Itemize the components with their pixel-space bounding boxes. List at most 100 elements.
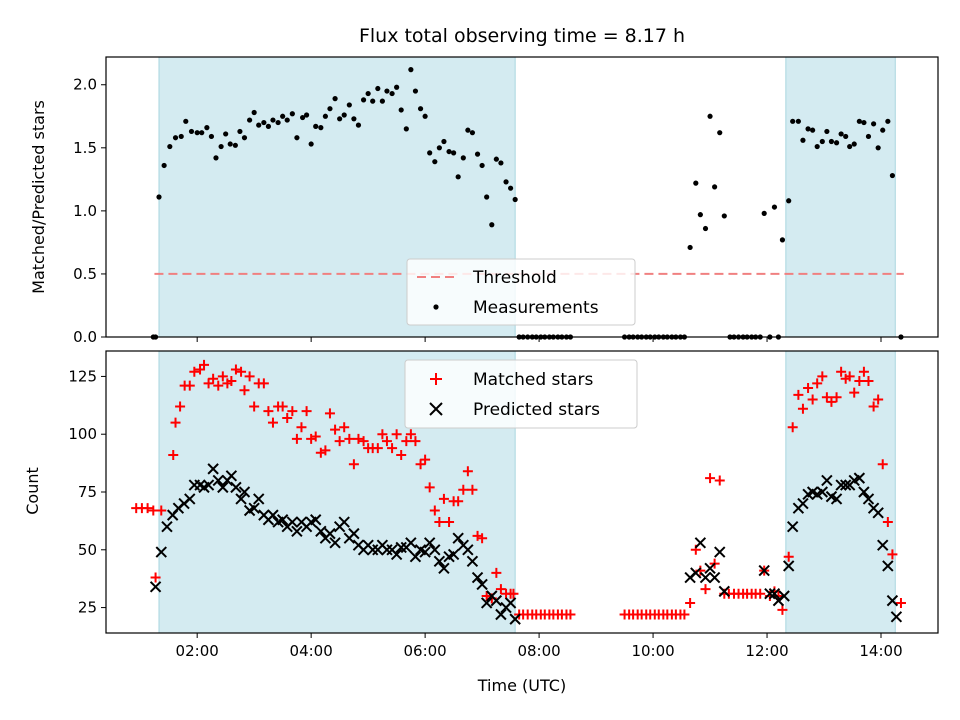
measurement-point: [779, 237, 786, 243]
measurement-point: [294, 135, 300, 141]
measurement-point: [303, 112, 310, 118]
measurement-point: [503, 179, 509, 185]
measurement-point: [308, 141, 314, 147]
measurement-point: [712, 184, 718, 190]
predicted-star-point: [217, 481, 229, 494]
matched-star-point: [565, 609, 576, 620]
matched-star-point: [854, 376, 865, 387]
measurement-point: [446, 148, 452, 155]
predicted-star-point: [324, 527, 336, 540]
measurement-point: [861, 119, 867, 126]
measurement-point: [432, 159, 438, 165]
predicted-star-point: [504, 597, 517, 609]
matched-star-point: [495, 584, 506, 595]
matched-star-point: [783, 551, 794, 562]
measurement-point: [232, 142, 238, 148]
measurement-point: [856, 118, 862, 124]
matched-star-point: [353, 433, 364, 444]
x-tick-label: 06:00: [404, 642, 447, 660]
matched-star-point: [324, 408, 335, 419]
matched-star-point: [877, 459, 888, 470]
measurement-point: [847, 143, 853, 150]
predicted-star-point: [329, 537, 341, 549]
predicted-star-point: [433, 555, 446, 568]
matched-star-point: [705, 473, 716, 484]
matched-star-point: [358, 436, 369, 447]
measurement-point: [875, 145, 881, 151]
measurement-point: [702, 225, 709, 232]
predicted-star-point: [816, 486, 829, 498]
count-panel: 25 50 75 100 125 02:00 04:00 06:00 08:00 10:00 12:…: [23, 350, 939, 660]
x-tick-label: 14:00: [859, 642, 902, 660]
measurement-point: [247, 117, 253, 123]
measurement-point: [172, 135, 179, 141]
matched-star-point: [296, 422, 307, 433]
measurement-point: [241, 135, 248, 141]
matched-star-point: [387, 443, 398, 454]
matched-star-point: [258, 378, 269, 389]
matched-star-point: [339, 422, 350, 433]
y-tick-label: 75: [78, 483, 97, 501]
measurement-point: [436, 145, 442, 151]
measurement-point: [805, 126, 811, 132]
measurement-point: [379, 98, 385, 104]
predicted-star-point: [230, 481, 242, 494]
matched-star-point: [477, 533, 488, 544]
matched-star-point: [199, 359, 210, 370]
matched-star-point: [189, 366, 200, 377]
measurement-point: [838, 131, 844, 137]
matched-star-point: [175, 401, 186, 412]
measurement-point: [384, 88, 390, 94]
predicted-star-point: [276, 514, 289, 526]
measurement-point: [455, 174, 461, 180]
predicted-star-point: [390, 548, 403, 561]
measurement-point: [697, 212, 703, 218]
measurement-point: [398, 107, 404, 113]
measurement-point: [161, 162, 167, 169]
matched-star-point: [217, 371, 228, 382]
measurement-point: [484, 194, 490, 200]
predicted-star-point: [490, 594, 503, 607]
predicted-star-point: [207, 463, 219, 475]
predicted-star-point: [768, 587, 781, 600]
top-observing-windows: [158, 57, 896, 337]
matched-star-point: [306, 433, 317, 444]
legend-matched-label: Matched stars: [473, 370, 593, 390]
predicted-star-point: [839, 479, 852, 491]
bottom-legend-box: [404, 359, 638, 429]
measurement-point: [717, 130, 723, 136]
predicted-star-point: [315, 525, 327, 538]
matched-star-point: [714, 475, 725, 486]
matched-star-point: [401, 436, 412, 447]
predicted-star-point: [286, 516, 299, 528]
measurement-point: [693, 180, 699, 186]
matched-star-point: [434, 517, 445, 528]
matched-star-point: [836, 366, 847, 377]
predicted-star-point: [225, 470, 238, 482]
predicted-star-point: [366, 544, 379, 556]
measurement-point: [880, 127, 886, 133]
measurement-point: [341, 112, 347, 118]
measurement-point: [814, 143, 820, 150]
predicted-star-point: [338, 516, 350, 528]
predicted-star-point: [348, 527, 360, 540]
measurement-point: [318, 125, 324, 131]
predicted-star-point: [480, 597, 493, 609]
matched-star-point: [424, 482, 435, 493]
matched-star-point: [438, 493, 449, 504]
predicted-star-point: [202, 479, 215, 491]
matched-star-point: [372, 443, 383, 454]
measurement-point: [280, 113, 286, 119]
measurement-point: [265, 123, 272, 129]
matched-star-point: [777, 604, 788, 615]
matched-star-point: [230, 364, 241, 375]
x-axis-label: Time (UTC): [477, 676, 566, 695]
measurement-point: [771, 204, 778, 210]
matched-star-point: [679, 609, 690, 620]
measurement-point: [508, 185, 514, 191]
predicted-star-point: [758, 564, 770, 577]
measurement-point: [489, 222, 495, 228]
legend-predicted-label: Predicted stars: [473, 400, 600, 420]
predicted-star-point: [405, 537, 417, 549]
